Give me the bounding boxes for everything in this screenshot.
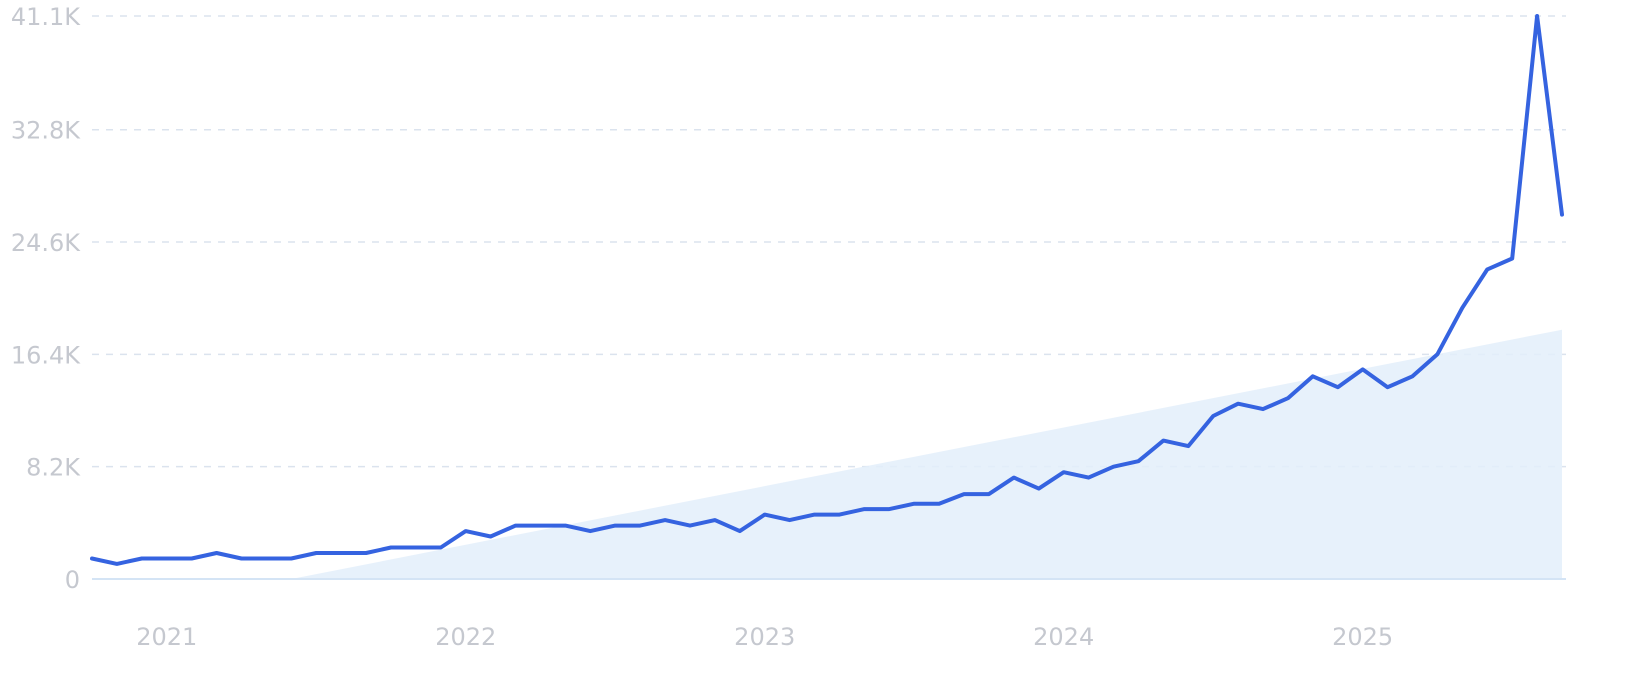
y-tick-label: 32.8K xyxy=(11,117,81,145)
y-tick-label: 8.2K xyxy=(26,454,81,482)
y-tick-label: 16.4K xyxy=(11,341,81,369)
y-axis-tick-labels: 0 8.2K 16.4K 24.6K 32.8K 41.1K xyxy=(11,3,81,594)
x-tick-label: 2021 xyxy=(136,623,197,651)
x-tick-label: 2022 xyxy=(435,623,496,651)
y-tick-label: 24.6K xyxy=(11,229,81,257)
x-tick-label: 2024 xyxy=(1033,623,1094,651)
y-tick-label: 0 xyxy=(65,566,80,594)
x-tick-label: 2023 xyxy=(734,623,795,651)
x-tick-label: 2025 xyxy=(1332,623,1393,651)
series-line xyxy=(90,14,1564,566)
y-tick-label: 41.1K xyxy=(11,3,81,31)
x-axis-tick-labels: 2021 2022 2023 2024 2025 xyxy=(136,623,1393,651)
trend-area xyxy=(291,329,1562,579)
